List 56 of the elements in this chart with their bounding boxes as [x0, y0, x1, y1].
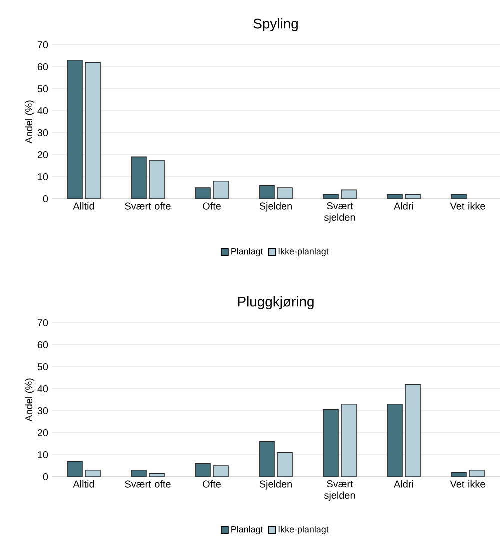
x-tick-label: Aldri — [394, 202, 414, 210]
x-tick-label: Svært ofte — [125, 480, 171, 488]
y-tick-label: 0 — [43, 195, 48, 203]
y-axis-title: Andel (%) — [25, 100, 35, 144]
y-tick-label: 20 — [38, 429, 48, 437]
bar — [85, 470, 101, 477]
y-tick-label: 20 — [38, 151, 48, 159]
x-tick-label: Ofte — [203, 480, 221, 488]
y-tick-label: 30 — [38, 407, 48, 415]
bar — [277, 188, 293, 199]
y-axis-title: Andel (%) — [25, 378, 35, 422]
bar — [85, 62, 101, 199]
bar — [405, 194, 421, 199]
bar — [259, 441, 275, 477]
bar — [405, 384, 421, 477]
x-tick-label: Sjelden — [260, 480, 292, 490]
legend-label: Ikke-planlagt — [278, 526, 329, 534]
x-tick-label: Vet ikke — [450, 202, 486, 210]
y-tick-label: 70 — [38, 41, 48, 49]
bar — [149, 160, 165, 199]
bar — [277, 452, 293, 477]
x-tick-label: Alltid — [73, 202, 94, 210]
y-tick-label: 60 — [38, 63, 48, 71]
chart-title: Pluggkjøring — [238, 296, 314, 310]
y-tick-label: 30 — [38, 129, 48, 137]
bar — [469, 470, 485, 477]
y-tick-label: 40 — [38, 385, 48, 393]
bar — [131, 156, 147, 199]
y-tick-label: 60 — [38, 341, 48, 349]
legend-label: Ikke-planlagt — [278, 248, 329, 256]
legend-label: Planlagt — [232, 248, 264, 256]
bar — [149, 473, 165, 477]
bar — [67, 60, 83, 199]
x-tick-label: Aldri — [394, 480, 414, 488]
bar — [323, 410, 339, 477]
x-tick-label: Alltid — [73, 480, 94, 488]
y-tick-label: 50 — [38, 85, 48, 93]
y-tick-label: 10 — [38, 173, 48, 181]
legend-label: Planlagt — [232, 526, 264, 534]
bar — [341, 404, 357, 477]
x-tick-label: Vet ikke — [450, 480, 486, 488]
bar — [213, 180, 229, 199]
bar — [213, 466, 229, 477]
bar — [387, 404, 403, 477]
bar — [341, 190, 357, 199]
x-tick-label: Ofte — [203, 202, 221, 210]
x-tick-label: Svært ofte — [125, 202, 171, 210]
x-tick-label: Svært sjelden — [324, 202, 356, 223]
x-tick-label: Svært sjelden — [324, 480, 356, 501]
y-tick-label: 70 — [38, 319, 48, 327]
x-tick-label: Sjelden — [260, 202, 292, 212]
y-tick-label: 40 — [38, 107, 48, 115]
y-tick-label: 50 — [38, 363, 48, 371]
y-tick-label: 0 — [43, 473, 48, 481]
y-tick-label: 10 — [38, 451, 48, 459]
chart-title: Spyling — [254, 18, 298, 32]
